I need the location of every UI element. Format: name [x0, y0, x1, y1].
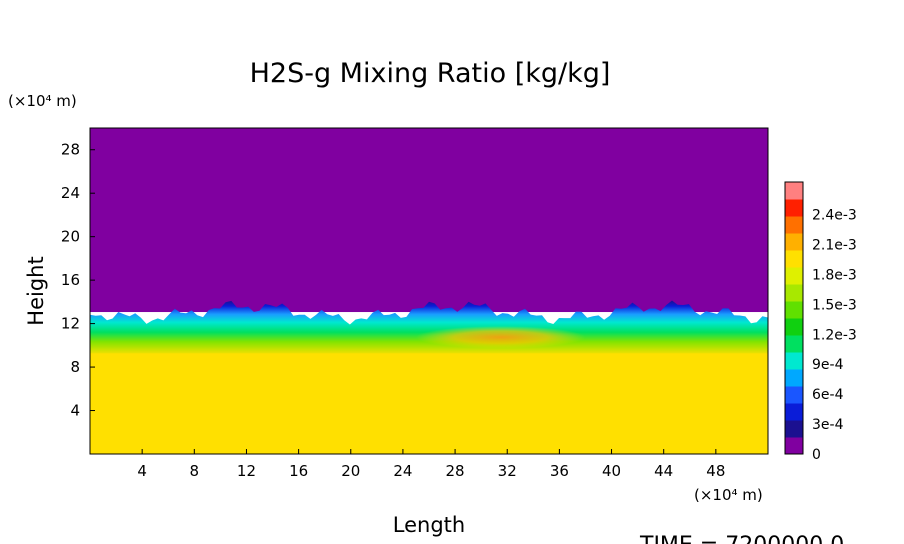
- y-tick-labels: 4 8 12 16 20 24 28: [61, 141, 95, 420]
- colorbar-label: 9e-4: [812, 357, 844, 373]
- x-tick-label: 48: [706, 462, 725, 480]
- plot-area: [89, 127, 769, 455]
- colorbar-label: 2.1e-3: [812, 238, 857, 254]
- colorbar-swatch: [785, 437, 803, 455]
- x-tick-label: 24: [393, 462, 412, 480]
- colorbar-label: 6e-4: [812, 387, 844, 403]
- colorbar-swatch: [785, 403, 803, 421]
- colorbar: 0 3e-4 6e-4 9e-4 1.2e-3 1.5e-3 1.8e-3 2.1e-3 2.4…: [784, 181, 857, 463]
- colorbar-label: 1.2e-3: [812, 327, 857, 343]
- y-tick-label: 24: [61, 184, 80, 202]
- x-tick-label: 8: [190, 462, 200, 480]
- colorbar-swatch: [785, 284, 803, 302]
- hotspot: [415, 326, 586, 349]
- colorbar-swatch: [785, 301, 803, 319]
- colorbar-label: 0: [812, 447, 821, 463]
- x-tick-labels: 4 8 12 16 20 24 28 32 36 40 44 48: [137, 449, 725, 480]
- colorbar-swatch: [785, 420, 803, 438]
- mixing-layer: [90, 300, 768, 356]
- x-axis-label: Length: [393, 513, 465, 537]
- x-axis-unit: (×10⁴ m): [694, 486, 763, 504]
- colorbar-swatch: [785, 250, 803, 268]
- upper-band: [90, 128, 768, 313]
- x-tick-label: 4: [137, 462, 147, 480]
- y-tick-label: 20: [61, 228, 80, 246]
- x-tick-label: 32: [498, 462, 517, 480]
- x-tick-label: 16: [289, 462, 308, 480]
- colorbar-swatch: [785, 352, 803, 370]
- y-tick-label: 12: [61, 315, 80, 333]
- colorbar-swatch: [785, 216, 803, 234]
- y-tick-label: 4: [70, 402, 80, 420]
- colorbar-frame: [784, 181, 804, 455]
- y-tick-label: 8: [70, 358, 80, 376]
- chart-title: H2S-g Mixing Ratio [kg/kg]: [250, 58, 611, 89]
- colorbar-swatch: [785, 318, 803, 336]
- plot-frame: [89, 127, 769, 455]
- x-tick-label: 28: [446, 462, 465, 480]
- colorbar-label: 2.4e-3: [812, 208, 857, 224]
- x-tick-label: 20: [341, 462, 360, 480]
- colorbar-swatch: [785, 267, 803, 285]
- x-tick-label: 12: [237, 462, 256, 480]
- x-tick-label: 44: [654, 462, 673, 480]
- colorbar-swatch: [785, 386, 803, 404]
- y-axis-unit: (×10⁴ m): [8, 92, 77, 110]
- colorbar-swatch: [785, 199, 803, 217]
- y-tick-label: 16: [61, 271, 80, 289]
- lower-band: [90, 353, 768, 454]
- colorbar-swatch: [785, 369, 803, 387]
- colorbar-swatch: [785, 335, 803, 353]
- colorbar-label: 3e-4: [812, 417, 844, 433]
- x-tick-label: 40: [602, 462, 621, 480]
- colorbar-label: 1.5e-3: [812, 297, 857, 313]
- x-tick-label: 36: [550, 462, 569, 480]
- time-label: TIME = 7200000.0: [639, 533, 844, 544]
- y-tick-label: 28: [61, 141, 80, 159]
- colorbar-label: 1.8e-3: [812, 267, 857, 283]
- colorbar-swatch: [785, 233, 803, 251]
- y-axis-label: Height: [24, 256, 48, 325]
- colorbar-swatch: [785, 182, 803, 200]
